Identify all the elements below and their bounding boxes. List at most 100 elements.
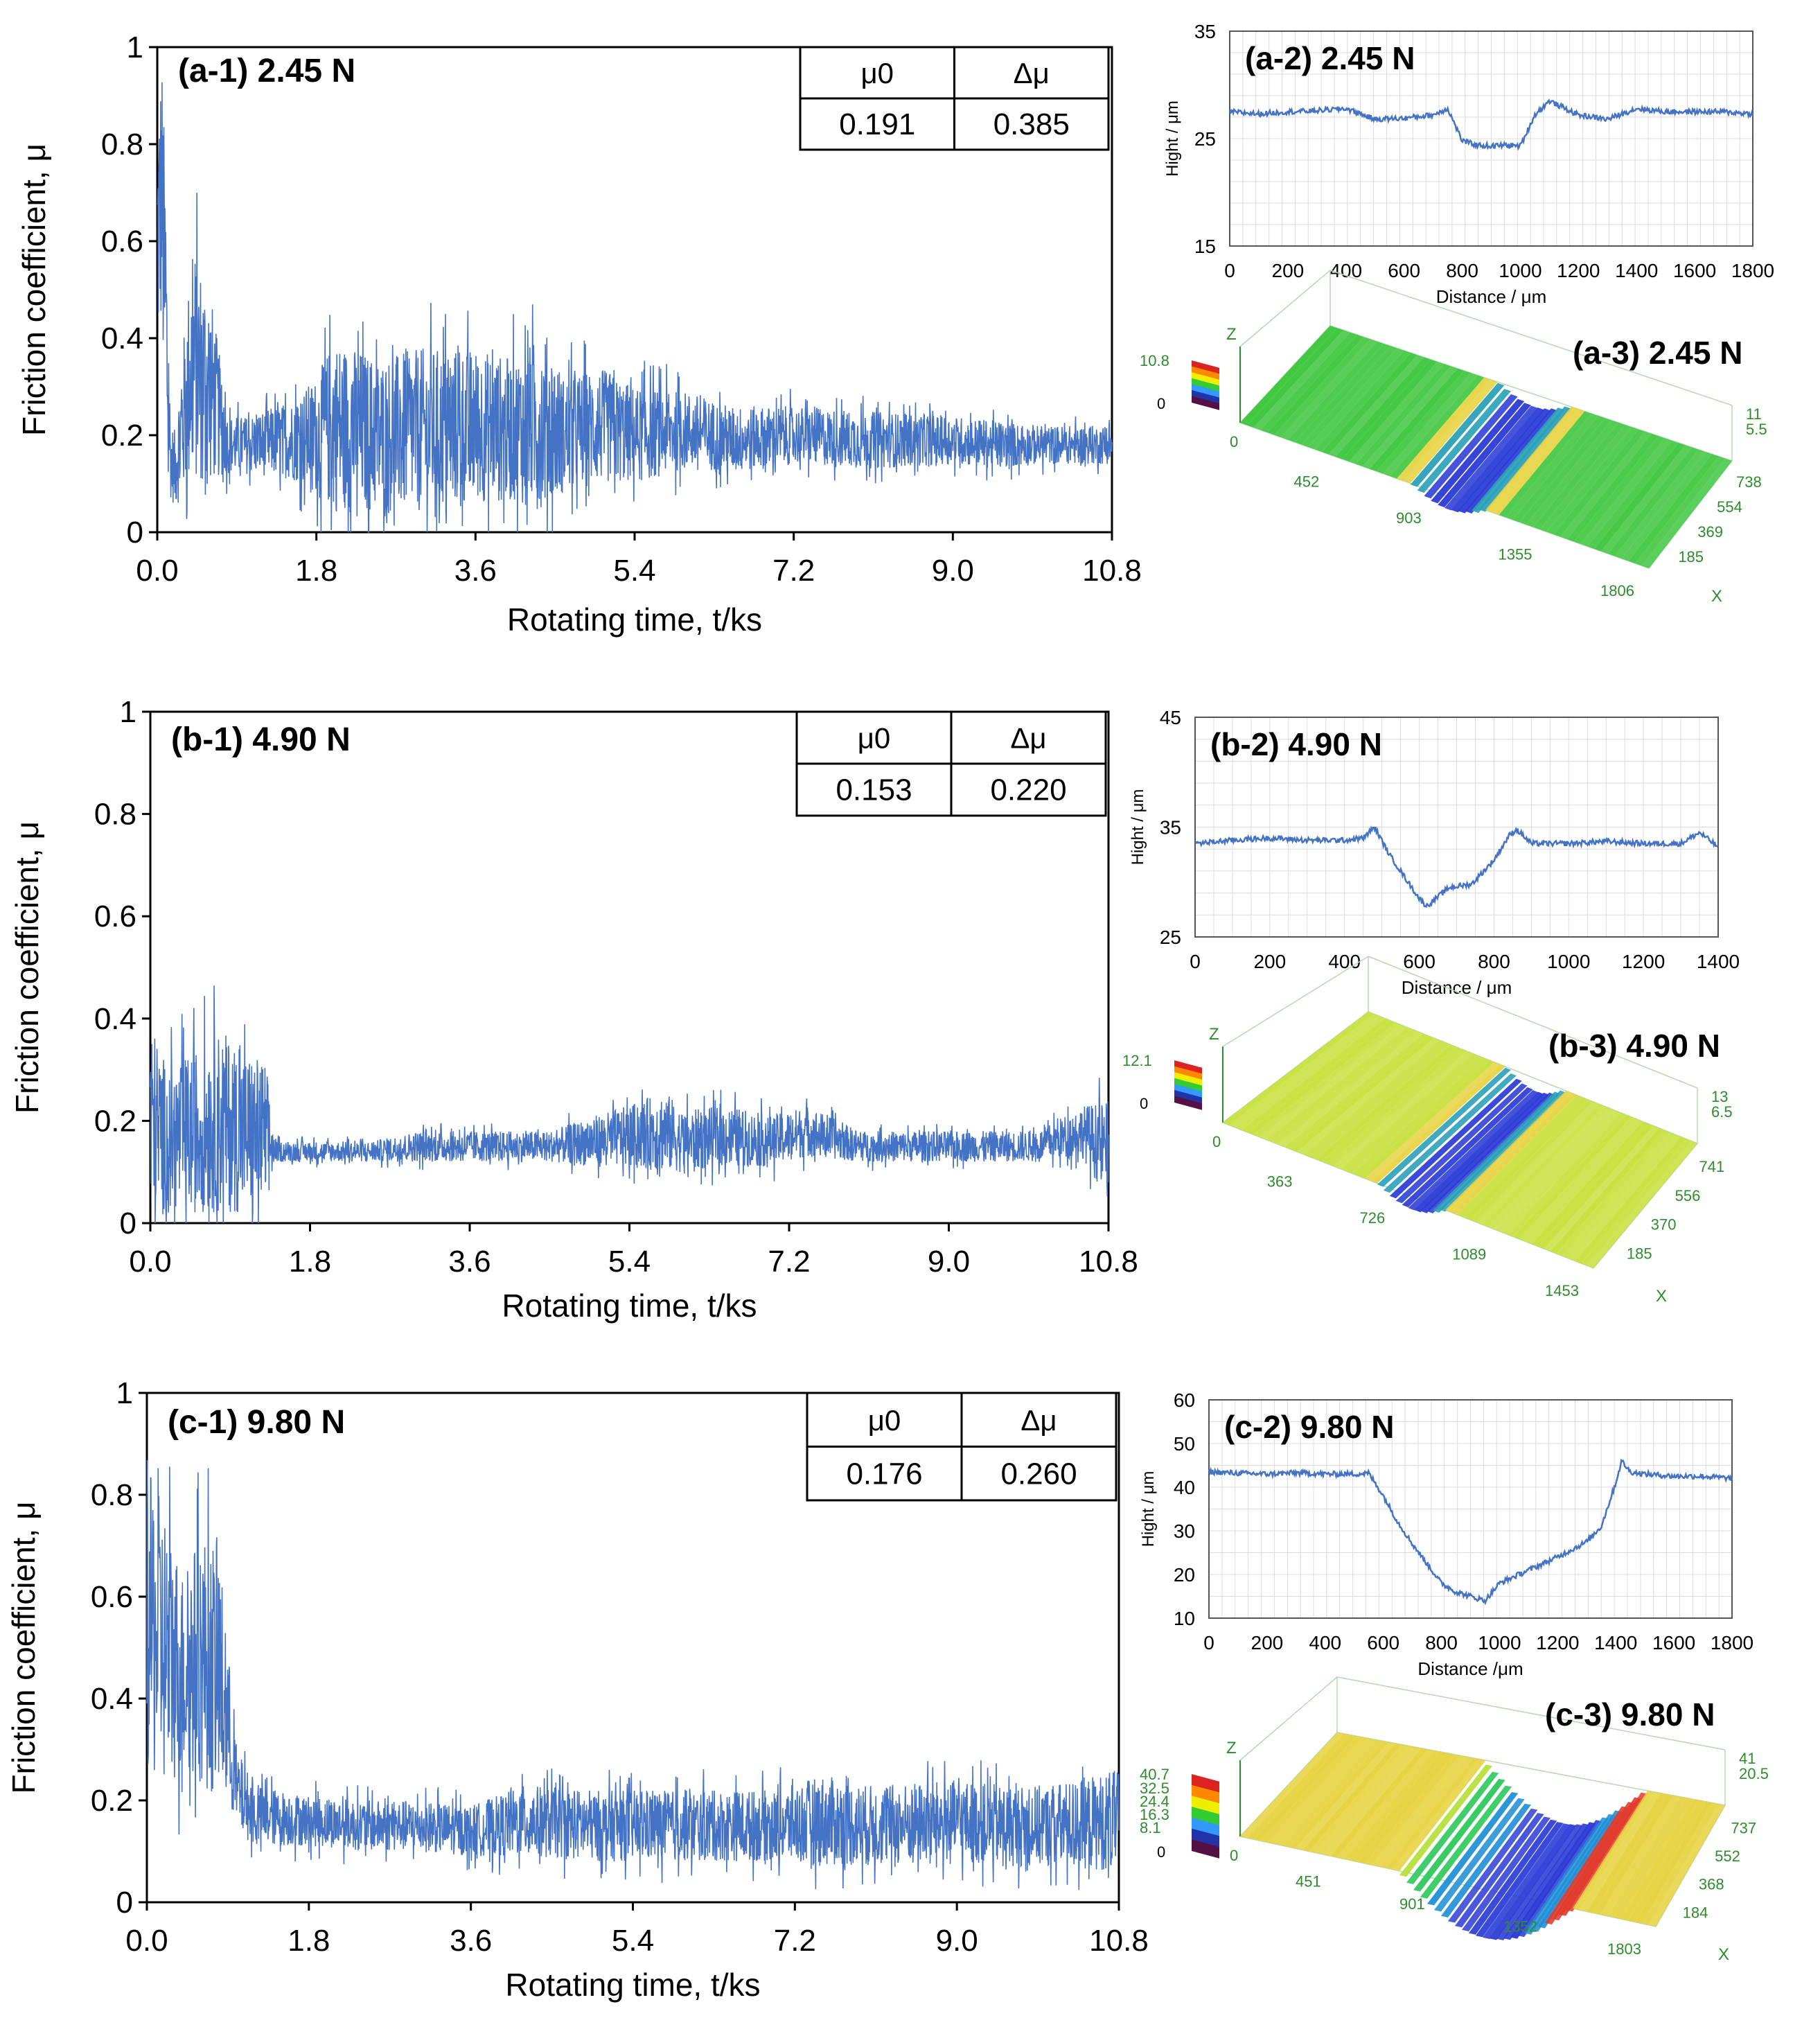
surface-strip xyxy=(1322,353,1417,455)
x-tick-label: 1800 xyxy=(1731,260,1774,281)
surface-y-tick: 369 xyxy=(1697,523,1723,541)
surface-strip xyxy=(1281,339,1377,440)
y-tick-label: 0.6 xyxy=(91,1580,133,1614)
profile-chart-b: 25 35 45 0 200 400 600 800 1000 1200 1400 Distance … xyxy=(1129,707,1740,998)
surface-strip xyxy=(1406,1771,1499,1884)
legend-color-swatch xyxy=(1192,378,1219,393)
surface-strip xyxy=(1426,1092,1555,1213)
surface-x-axis-label: X xyxy=(1711,587,1722,606)
surface-strip xyxy=(1451,1093,1577,1215)
surface-strip xyxy=(1278,1031,1424,1147)
surface-strip xyxy=(1260,1025,1407,1140)
surface-strip xyxy=(1546,427,1638,534)
surface-strip xyxy=(1544,1125,1659,1252)
surface-strip xyxy=(1485,407,1578,513)
y-tick-label: 0.8 xyxy=(91,1478,133,1512)
y-tick-label: 0.2 xyxy=(91,1784,133,1818)
surface-strip xyxy=(1404,380,1498,484)
surface-strip xyxy=(1492,409,1585,515)
friction-chart-b: 0 0.2 0.4 0.6 0.8 1 0.0 1.8 3.6 5.4 7.2 9.0 10.8 Rota… xyxy=(9,695,1138,1324)
surface-x-tick: 1352 xyxy=(1503,1918,1537,1936)
surface-strip xyxy=(1267,335,1364,435)
surface-strip xyxy=(1241,1018,1390,1132)
surface-strip xyxy=(1462,1816,1550,1931)
legend-min-label: 0 xyxy=(1157,1843,1165,1861)
surface-strip xyxy=(1550,1127,1665,1254)
surface-strip xyxy=(1488,1106,1610,1229)
x-axis-label: Rotating time, t/ks xyxy=(505,1967,760,2003)
surface-strip xyxy=(1628,454,1719,563)
y-tick-label: 20 xyxy=(1174,1564,1195,1586)
x-tick-label: 3.6 xyxy=(450,1924,492,1958)
surface-strip xyxy=(1507,1112,1627,1237)
x-axis-label: Distance / μm xyxy=(1436,286,1546,307)
surface-strip xyxy=(1308,348,1404,450)
surface-strip xyxy=(1323,1747,1422,1857)
legend-color-swatch xyxy=(1192,372,1219,387)
legend-color-swatch xyxy=(1192,389,1219,405)
surface-strip xyxy=(1410,383,1505,487)
surface-x-tick: 1806 xyxy=(1600,582,1634,599)
y-tick-label: 0.8 xyxy=(94,798,136,832)
y-tick-label: 0.6 xyxy=(101,225,143,258)
y-tick-label: 60 xyxy=(1174,1389,1195,1411)
surface-strip xyxy=(1519,418,1611,525)
surface-strip xyxy=(1513,1114,1632,1239)
surface-strip xyxy=(1253,330,1350,430)
x-tick-label: 800 xyxy=(1446,260,1478,281)
surface-strip xyxy=(1483,1823,1570,1939)
x-tick-label: 1800 xyxy=(1711,1632,1753,1653)
legend-color-swatch xyxy=(1192,1784,1219,1805)
y-axis-label: Friction coefficient, μ xyxy=(6,1502,42,1794)
surface-strip xyxy=(1383,1073,1517,1193)
surface-strip xyxy=(1593,1794,1674,1915)
surface-strip xyxy=(1254,1735,1357,1841)
surface-strip xyxy=(1377,1067,1511,1187)
x-axis-label: Distance / μm xyxy=(1402,977,1512,998)
surface-strip xyxy=(1496,1824,1583,1940)
surface-strip xyxy=(1539,425,1632,532)
x-tick-label: 1000 xyxy=(1547,951,1590,972)
surface-strip xyxy=(1315,350,1411,452)
x-tick-label: 3.6 xyxy=(454,554,497,588)
x-tick-label: 800 xyxy=(1478,951,1510,972)
legend-color-swatch xyxy=(1192,396,1219,410)
surface-strip xyxy=(1351,1752,1447,1862)
surface-y-tick: 368 xyxy=(1699,1876,1724,1893)
x-tick-label: 1000 xyxy=(1499,260,1541,281)
legend-color-swatch xyxy=(1192,360,1219,375)
surface-strip xyxy=(1621,452,1712,561)
y-tick-label: 50 xyxy=(1174,1433,1195,1455)
x-tick-label: 1200 xyxy=(1536,1632,1579,1653)
surface-strip xyxy=(1417,389,1511,493)
surface-strip xyxy=(1327,1048,1467,1166)
panel-label: (b-1) 4.90 N xyxy=(171,721,351,758)
surface-strip xyxy=(1642,1802,1719,1925)
surface-strip xyxy=(1365,1062,1500,1181)
surface-strip xyxy=(1580,1791,1661,1912)
surface-origin-label: 0 xyxy=(1230,1847,1238,1864)
x-axis-label: Distance /μm xyxy=(1417,1658,1523,1679)
surface-strip xyxy=(1573,1791,1654,1911)
surface-strip xyxy=(1431,398,1525,504)
panel-label: (a-3) 2.45 N xyxy=(1573,335,1742,371)
y-tick-label: 1 xyxy=(127,30,143,64)
surface-strip xyxy=(1614,1798,1693,1920)
surface-strip xyxy=(1424,394,1518,499)
surface-strip xyxy=(1494,1108,1616,1232)
legend-color-swatch xyxy=(1174,1066,1202,1080)
surface-strip xyxy=(1247,1020,1396,1135)
x-tick-label: 1400 xyxy=(1615,260,1658,281)
box-edge xyxy=(1368,956,1698,1089)
x-tick-label: 1.8 xyxy=(288,1924,330,1958)
surface-strip xyxy=(1581,1139,1693,1266)
x-tick-label: 1600 xyxy=(1652,1632,1695,1653)
x-tick-label: 200 xyxy=(1272,260,1305,281)
surface-strip xyxy=(1469,1099,1593,1222)
surface-z-axis-label: Z xyxy=(1209,1025,1219,1044)
surface-strip xyxy=(1402,1087,1533,1208)
x-tick-label: 10.8 xyxy=(1082,554,1142,588)
surface-strip xyxy=(1567,434,1659,542)
x-tick-label: 0 xyxy=(1224,260,1235,281)
